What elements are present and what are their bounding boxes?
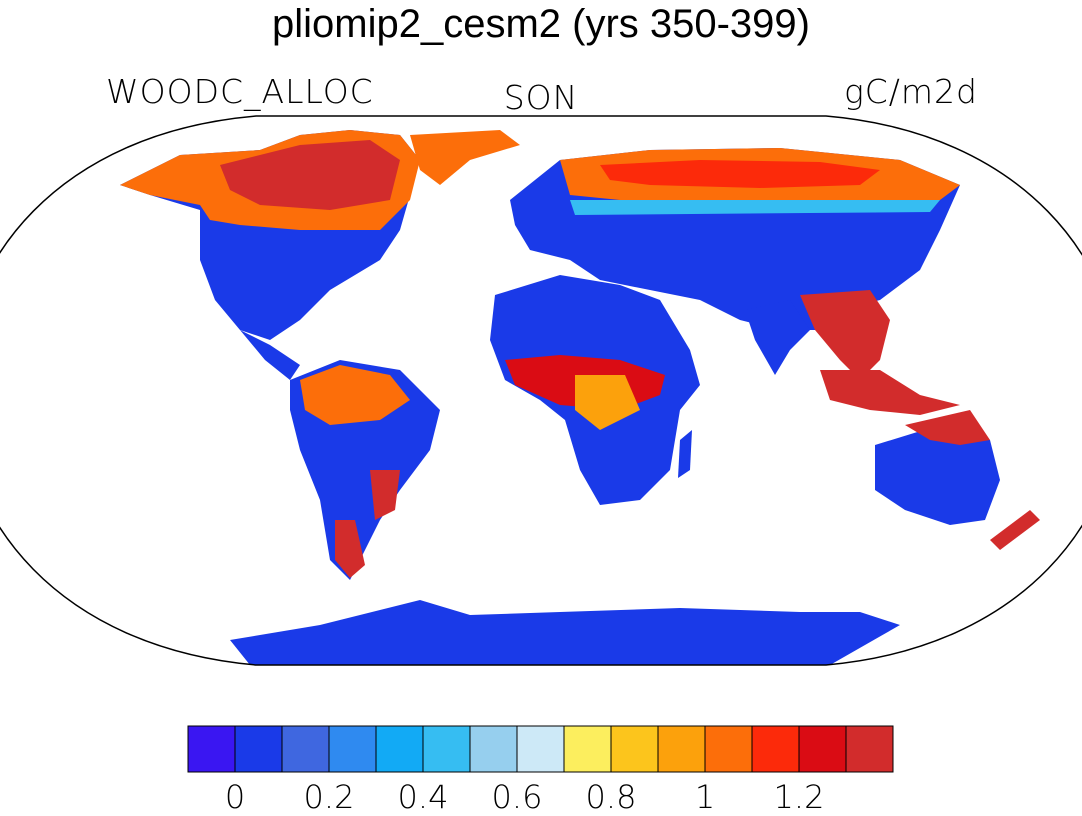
amazon [300,365,410,425]
colorbar-tick-label: 0.4 [397,778,449,816]
variable-label: WOODC_ALLOC [106,72,374,111]
colorbar-swatch [516,725,565,773]
map-frame [0,115,1082,666]
colorbar-swatch [563,725,612,773]
colorbar-swatch [328,725,377,773]
new-zealand [990,510,1040,550]
colorbar-swatch [657,725,706,773]
colorbar-tick-label: 0.8 [585,778,637,816]
colorbar-swatch [187,725,236,773]
colorbar-swatch [610,725,659,773]
antarctica [230,600,900,665]
units-label: gC/m2d [843,72,978,111]
colorbar-tick-label: 1.2 [773,778,825,816]
colorbar-swatch [422,725,471,773]
colorbar-swatch [234,725,283,773]
season-label: SON [503,78,579,117]
india [745,300,810,375]
land-fill-layer [120,130,1040,665]
colorbar-swatch [704,725,753,773]
colorbar-swatch [798,725,847,773]
colorbar-swatch [281,725,330,773]
madagascar [678,430,692,478]
colorbar-tick-label: 0.2 [303,778,355,816]
se-asia [800,290,890,380]
colorbar-tick-label: 0 [224,778,246,816]
greenland [410,130,520,185]
australia [875,425,1000,525]
colorbar [187,725,894,773]
central-america [240,330,300,380]
colorbar-swatch [751,725,800,773]
indonesia [820,370,960,415]
southern-brazil [370,470,400,520]
patagonia [335,520,365,578]
siberia-core [600,160,880,188]
congo [575,375,640,430]
colorbar-swatch [845,725,894,773]
australia-north [905,410,990,445]
colorbar-swatch [375,725,424,773]
colorbar-tick-label: 0.6 [491,778,543,816]
boreal-fringe [570,200,940,215]
colorbar-tick-label: 1 [694,778,716,816]
map-title: pliomip2_cesm2 (yrs 350-399) [271,2,810,46]
colorbar-swatch [469,725,518,773]
canada-core [220,140,400,210]
